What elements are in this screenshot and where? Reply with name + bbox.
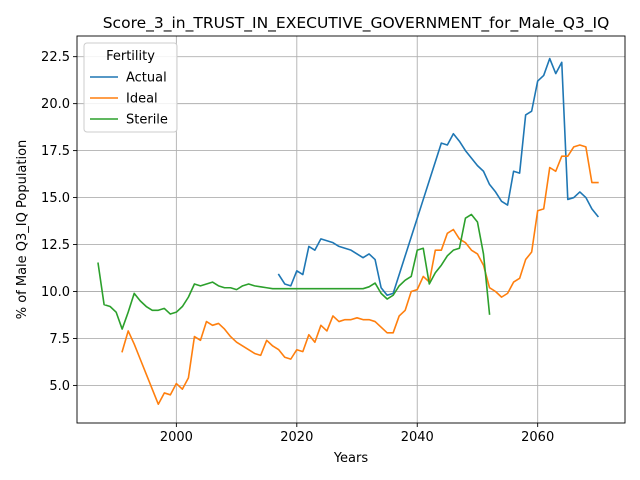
y-tick-label: 15.0	[41, 191, 70, 206]
x-tick-label: 2020	[280, 430, 313, 445]
x-axis-label: Years	[333, 451, 369, 466]
legend-label-ideal: Ideal	[126, 92, 158, 107]
y-tick-label: 17.5	[41, 144, 70, 159]
series-lines	[97, 57, 600, 406]
y-tick-label: 10.0	[41, 285, 70, 300]
x-tick-label: 2000	[160, 430, 193, 445]
series-line-actual	[277, 57, 600, 297]
legend-entries: Actual Ideal Sterile	[90, 71, 168, 128]
y-tick-label: 22.5	[41, 50, 70, 65]
legend-label-actual: Actual	[126, 71, 167, 86]
y-tick-label: 12.5	[41, 238, 70, 253]
plot-area-frame	[76, 35, 626, 424]
y-axis-label: % of Male Q3_IQ Population	[15, 140, 30, 320]
y-tick-label: 20.0	[41, 97, 70, 112]
series-line-sterile	[97, 213, 491, 330]
legend: Fertility Actual Ideal Sterile	[83, 42, 178, 133]
legend-label-sterile: Sterile	[126, 113, 168, 128]
legend-title: Fertility	[106, 49, 155, 64]
y-tick-label: 5.0	[49, 379, 70, 394]
axis-ticks: 2000 2020 2040 2060 5.0 7.5 10.0 12.5 15.0 17.5 20…	[41, 50, 554, 445]
y-tick-label: 7.5	[49, 332, 70, 347]
x-tick-label: 2040	[401, 430, 434, 445]
legend-box	[83, 42, 178, 133]
series-line-ideal	[121, 144, 599, 406]
x-tick-label: 2060	[521, 430, 554, 445]
chart-title: Score_3_in_TRUST_IN_EXECUTIVE_GOVERNMENT…	[103, 14, 610, 33]
